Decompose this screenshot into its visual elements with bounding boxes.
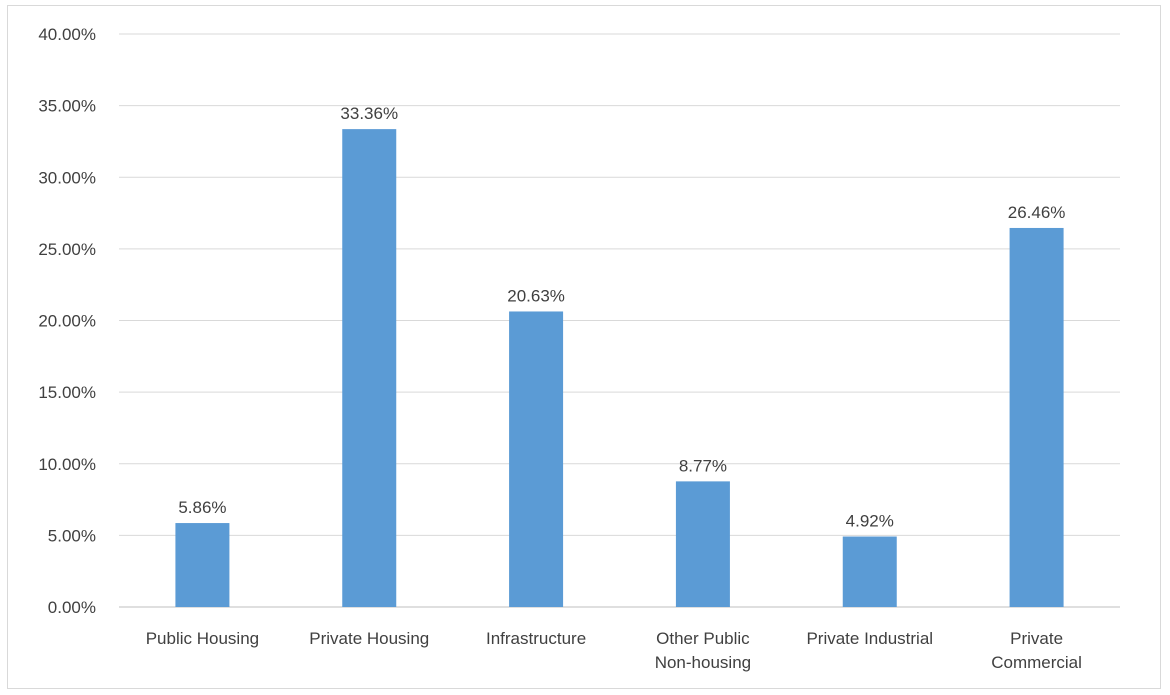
bar [675, 481, 730, 607]
y-tick-label: 25.00% [38, 240, 96, 259]
data-label: 26.46% [1008, 203, 1066, 222]
y-tick-label: 20.00% [38, 312, 96, 331]
x-category-label: Private [1010, 629, 1063, 648]
data-label: 5.86% [178, 498, 226, 517]
data-label: 20.63% [507, 286, 565, 305]
bar [842, 536, 897, 607]
data-label: 33.36% [340, 104, 398, 123]
y-tick-label: 5.00% [48, 526, 96, 545]
x-category-label: Public Housing [146, 629, 259, 648]
bar [175, 523, 230, 607]
y-tick-label: 10.00% [38, 455, 96, 474]
bar [1009, 227, 1064, 607]
x-category-label: Non-housing [655, 653, 751, 672]
data-label: 4.92% [846, 512, 894, 531]
bar [509, 311, 564, 607]
x-category-label: Private Housing [309, 629, 429, 648]
x-category-label: Infrastructure [486, 629, 586, 648]
data-label: 8.77% [679, 456, 727, 475]
y-tick-label: 30.00% [38, 168, 96, 187]
x-category-label: Commercial [991, 653, 1082, 672]
x-category-label: Private Industrial [806, 629, 933, 648]
y-tick-label: 15.00% [38, 383, 96, 402]
y-tick-label: 0.00% [48, 598, 96, 617]
bar [342, 129, 397, 608]
y-tick-label: 35.00% [38, 97, 96, 116]
x-category-label: Other Public [656, 629, 750, 648]
y-tick-label: 40.00% [38, 25, 96, 44]
